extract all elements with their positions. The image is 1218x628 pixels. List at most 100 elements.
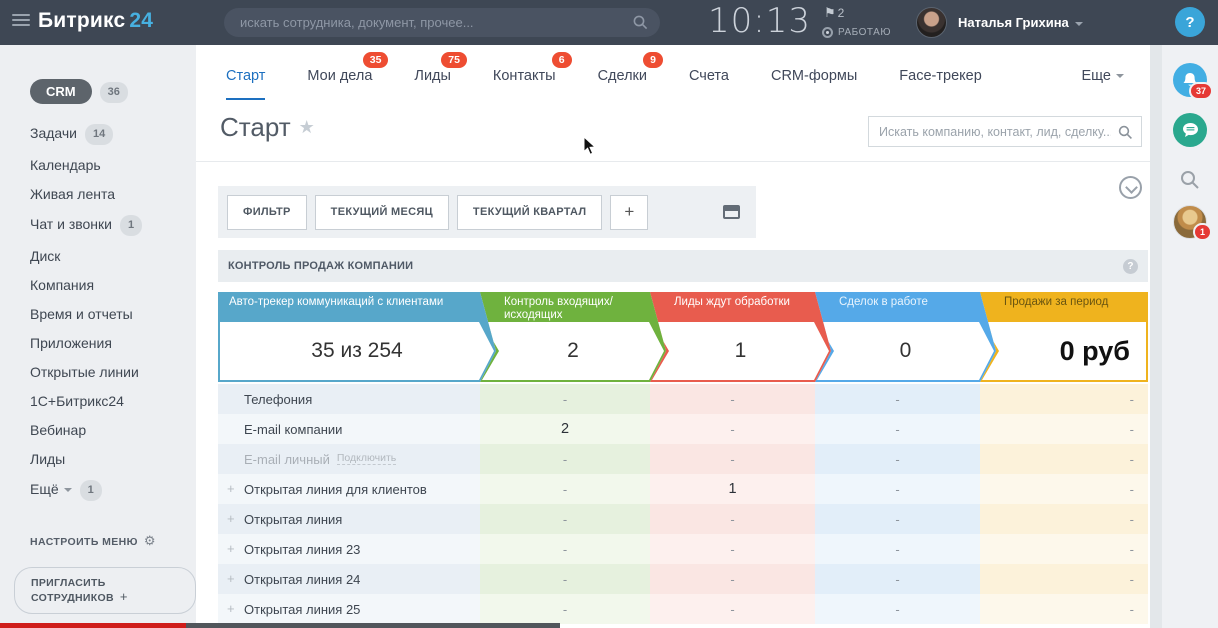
flag-counter[interactable]: ⚑ 2 — [824, 5, 844, 21]
row-label: Открытая линия — [244, 511, 343, 527]
global-search-input[interactable] — [224, 8, 660, 37]
row-label: E-mail личный — [244, 451, 330, 467]
expand-plus-icon[interactable]: + — [227, 511, 235, 526]
chat-button[interactable] — [1173, 113, 1207, 147]
top-bar: Битрикс24 10:13 ⚑2 РАБОТАЮ Наталья Грихи… — [0, 0, 1218, 45]
crm-entity-search-input[interactable] — [869, 117, 1141, 146]
invite-employees-button[interactable]: ПРИГЛАСИТЬ СОТРУДНИКОВ + — [14, 567, 196, 614]
sidebar-item[interactable]: CRM 36 — [0, 73, 196, 110]
funnel-stage[interactable]: Авто-трекер коммуникаций с клиентами 35 … — [218, 292, 496, 382]
sidebar-item[interactable]: Вебинар — [0, 416, 196, 445]
funnel-stage[interactable]: Продажи за период 0 руб — [980, 292, 1148, 382]
sidebar-item[interactable]: Задачи 14 — [0, 118, 196, 151]
user-menu[interactable]: Наталья Грихина — [958, 15, 1083, 30]
row-label-cell: + Открытая линия 25 — [218, 594, 480, 624]
work-status-toggle[interactable]: РАБОТАЮ — [822, 27, 891, 38]
hamburger-icon[interactable] — [12, 14, 30, 30]
sidebar-item[interactable]: 1С+Битрикс24 — [0, 387, 196, 416]
user-name: Наталья Грихина — [958, 15, 1069, 30]
video-progress-bar[interactable] — [0, 623, 186, 628]
tab-badge: 35 — [362, 52, 389, 68]
sidebar-item[interactable]: Календарь — [0, 151, 196, 180]
sidebar-item[interactable]: Ещё 1 — [0, 474, 196, 507]
row-label: E-mail компании — [244, 421, 343, 437]
logo-brand: Битрикс — [38, 9, 126, 32]
funnel-stage[interactable]: Лиды ждут обработки 1 — [650, 292, 831, 382]
help-button[interactable]: ? — [1175, 7, 1205, 37]
expand-plus-icon[interactable]: + — [227, 541, 235, 556]
question-icon[interactable]: ? — [1123, 258, 1138, 274]
table-row[interactable]: E-mail личный Подключить - - - - — [218, 444, 1148, 474]
current-quarter-button[interactable]: ТЕКУЩИЙ КВАРТАЛ — [456, 194, 603, 230]
current-month-button[interactable]: ТЕКУЩИЙ МЕСЯЦ — [314, 194, 449, 230]
table-row[interactable]: + Открытая линия для клиентов - 1 - - — [218, 474, 1148, 504]
sidebar-item-badge: 1 — [79, 480, 102, 501]
search-icon — [1118, 125, 1132, 139]
tab-label: Мои дела — [307, 68, 373, 84]
cell-incoming: - — [480, 474, 650, 504]
configure-menu-button[interactable]: НАСТРОИТЬ МЕНЮ ⚙ — [30, 533, 196, 549]
sidebar-item[interactable]: Приложения — [0, 329, 196, 358]
rail-search-button[interactable] — [1173, 163, 1207, 197]
cell-incoming: - — [480, 384, 650, 414]
notifications-button[interactable]: 37 — [1173, 63, 1213, 100]
sidebar-item-label: Вебинар — [30, 422, 87, 438]
crm-tab[interactable]: CRM-формы — [771, 68, 857, 100]
funnel-stage[interactable]: Контроль входящих/ исходящих 2 — [480, 292, 666, 382]
funnel-stage-body — [652, 322, 829, 380]
calendar-grid-icon[interactable] — [723, 205, 740, 219]
cell-deals: - — [815, 474, 980, 504]
sidebar-item[interactable]: Лиды — [0, 445, 196, 474]
sidebar-item[interactable]: Диск — [0, 242, 196, 271]
global-search[interactable] — [224, 8, 660, 37]
rail-user-avatar[interactable]: 1 — [1173, 205, 1212, 241]
sidebar-item[interactable]: Открытые линии — [0, 358, 196, 387]
crm-tab[interactable]: Счета — [689, 68, 729, 100]
tab-label: Face-трекер — [899, 68, 982, 84]
sidebar-item-badge: 36 — [99, 82, 128, 103]
connect-link[interactable]: Подключить — [336, 452, 397, 465]
funnel-stage-value: 2 — [567, 339, 579, 362]
scrollbar-gutter[interactable] — [1150, 45, 1162, 628]
table-row[interactable]: + Открытая линия 23 - - - - — [218, 534, 1148, 564]
flag-icon: ⚑ — [824, 5, 836, 20]
expand-plus-icon[interactable]: + — [227, 481, 235, 496]
sidebar-item[interactable]: Время и отчеты — [0, 300, 196, 329]
table-row[interactable]: + Открытая линия 25 - - - - — [218, 594, 1148, 624]
add-filter-button[interactable]: + — [610, 194, 649, 230]
table-row[interactable]: + Открытая линия 24 - - - - — [218, 564, 1148, 594]
sidebar-item-label: Задачи — [30, 125, 78, 141]
crm-tab[interactable]: Face-трекер — [899, 68, 981, 100]
funnel-stage-label: Контроль входящих/ исходящих — [504, 296, 613, 321]
crm-entity-search[interactable] — [868, 116, 1142, 147]
work-clock[interactable]: 10:13 — [708, 1, 811, 41]
table-row[interactable]: + Открытая линия - - - - — [218, 504, 1148, 534]
search-icon — [633, 15, 648, 30]
sidebar-item[interactable]: Живая лента — [0, 180, 196, 209]
sidebar-item[interactable]: Компания — [0, 271, 196, 300]
expand-plus-icon[interactable]: + — [227, 571, 235, 586]
star-icon[interactable]: ★ — [298, 117, 315, 137]
filter-button[interactable]: ФИЛЬТР — [227, 194, 307, 230]
funnel-stage[interactable]: Сделок в работе 0 — [815, 292, 996, 382]
crm-tab[interactable]: Старт — [226, 68, 266, 100]
caret-down-icon — [1116, 74, 1124, 78]
row-label: Открытая линия 24 — [244, 571, 361, 587]
sidebar-item-label: Календарь — [30, 157, 101, 173]
funnel-stage-label: Авто-трекер коммуникаций с клиентами — [229, 296, 444, 308]
crm-tab[interactable]: Сделки 9 — [598, 52, 663, 100]
crm-tab[interactable]: Лиды 75 — [414, 52, 467, 100]
sidebar-item[interactable]: Чат и звонки 1 — [0, 209, 196, 242]
page-title-text: Старт — [220, 112, 291, 142]
crm-tab[interactable]: Контакты 6 — [493, 52, 572, 100]
gear-icon: ⚙ — [143, 533, 156, 548]
expand-plus-icon[interactable]: + — [227, 601, 235, 616]
tab-badge: 6 — [551, 52, 572, 68]
table-row[interactable]: E-mail компании 2 - - - — [218, 414, 1148, 444]
crm-tab[interactable]: Мои дела 35 — [307, 52, 389, 100]
crm-tab[interactable]: Еще — [1081, 68, 1124, 100]
cell-incoming: - — [480, 444, 650, 474]
collapse-chevron-icon[interactable] — [1119, 176, 1142, 199]
table-row[interactable]: Телефония - - - - — [218, 384, 1148, 414]
user-avatar[interactable] — [916, 7, 947, 38]
